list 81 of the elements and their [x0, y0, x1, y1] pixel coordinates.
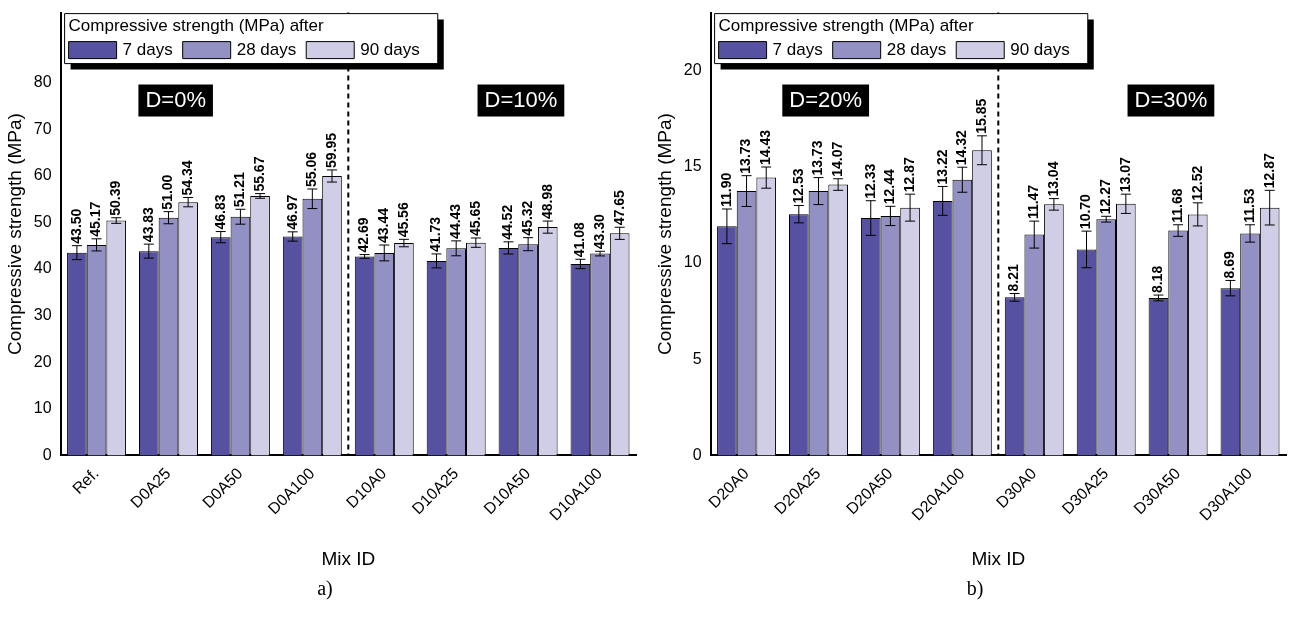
- data-label: 50.39: [107, 180, 124, 216]
- legend-title: Compressive strength (MPa) after: [68, 16, 325, 36]
- y-tick-label: 30: [33, 306, 52, 324]
- y-tick-label: 0: [42, 445, 52, 463]
- data-label: 51.00: [159, 174, 176, 210]
- data-label: 13.07: [1116, 156, 1133, 193]
- y-tick-label: 50: [33, 212, 52, 230]
- data-label: 54.34: [179, 160, 195, 196]
- data-label: 14.43: [757, 129, 774, 166]
- data-label: 8.21: [1005, 264, 1022, 292]
- y-axis-title: Compressive strength (MPa): [3, 113, 25, 355]
- data-label: 41.73: [427, 216, 444, 252]
- data-label: 47.65: [610, 190, 627, 226]
- annotation: D=20%: [789, 86, 863, 112]
- data-label: 10.70: [1077, 193, 1094, 230]
- data-label: 12.27: [1097, 179, 1114, 215]
- data-label: 45.65: [466, 200, 483, 236]
- annotation: D=30%: [1134, 86, 1208, 112]
- data-label: 43.83: [139, 206, 156, 243]
- y-tick-label: 10: [33, 399, 52, 417]
- y-tick-label: 60: [33, 166, 52, 184]
- data-label: 11.68: [1168, 188, 1185, 223]
- data-label: 55.67: [250, 156, 267, 192]
- x-tick-label: Ref.: [69, 464, 102, 498]
- y-tick-label: 80: [33, 72, 52, 90]
- y-tick-label: 20: [683, 60, 702, 78]
- data-label: 8.69: [1221, 250, 1238, 279]
- data-label: 13.22: [933, 149, 950, 185]
- legend-label: 90 days: [1010, 40, 1070, 60]
- data-label: 43.30: [590, 214, 607, 250]
- data-label: 13.04: [1044, 161, 1061, 197]
- data-label: 12.53: [789, 168, 806, 204]
- y-tick-label: 20: [33, 352, 52, 370]
- legend-label: 28 days: [236, 40, 297, 60]
- x-axis-title: Mix ID: [971, 547, 1026, 569]
- data-label: 8.18: [1149, 265, 1166, 294]
- data-label: 41.08: [571, 222, 588, 258]
- data-label: 15.85: [972, 98, 989, 134]
- data-label: 44.52: [499, 204, 516, 240]
- data-label: 11.47: [1025, 184, 1042, 220]
- y-tick-label: 70: [33, 119, 52, 137]
- annotation: D=0%: [145, 86, 206, 112]
- y-axis-title: Compressive strength (MPa): [653, 113, 675, 355]
- text: a): [316, 577, 334, 600]
- data-label: 12.44: [881, 169, 898, 205]
- data-label: 12.52: [1188, 165, 1205, 201]
- data-label: 14.32: [953, 129, 970, 166]
- data-label: 12.87: [900, 156, 917, 193]
- data-label: 13.73: [809, 140, 826, 176]
- data-label: 46.97: [283, 194, 300, 230]
- annotation: D=10%: [484, 86, 558, 112]
- y-tick-label: 0: [692, 445, 702, 463]
- y-tick-label: 5: [692, 349, 702, 367]
- data-label: 13.73: [737, 138, 754, 174]
- legend-label: 7 days: [122, 40, 173, 60]
- data-label: 43.50: [67, 208, 84, 244]
- data-label: 55.06: [303, 151, 320, 187]
- legend-label: 90 days: [360, 40, 420, 60]
- data-label: 59.95: [322, 132, 339, 168]
- data-label: 43.44: [375, 207, 392, 244]
- data-label: 11.90: [717, 172, 734, 207]
- data-label: 46.83: [211, 194, 228, 230]
- data-label: 14.07: [829, 141, 845, 177]
- data-label: 44.43: [447, 203, 464, 239]
- data-label: 45.17: [87, 201, 104, 237]
- text: b): [965, 577, 985, 600]
- y-tick-label: 40: [33, 259, 52, 277]
- legend-label: 28 days: [886, 40, 947, 60]
- data-label: 42.69: [355, 217, 372, 253]
- x-axis-title: Mix ID: [321, 547, 376, 569]
- data-label: 48.98: [538, 183, 555, 220]
- data-label: 12.33: [861, 163, 878, 199]
- legend-label: 7 days: [772, 40, 823, 60]
- data-label: 45.56: [394, 202, 411, 238]
- data-label: 45.32: [518, 200, 535, 236]
- data-label: 11.53: [1240, 188, 1257, 223]
- data-label: 12.87: [1260, 153, 1277, 189]
- data-label: 51.21: [231, 172, 248, 208]
- y-tick-label: 15: [683, 157, 702, 175]
- legend-title: Compressive strength (MPa) after: [718, 16, 975, 36]
- y-tick-label: 10: [683, 253, 702, 271]
